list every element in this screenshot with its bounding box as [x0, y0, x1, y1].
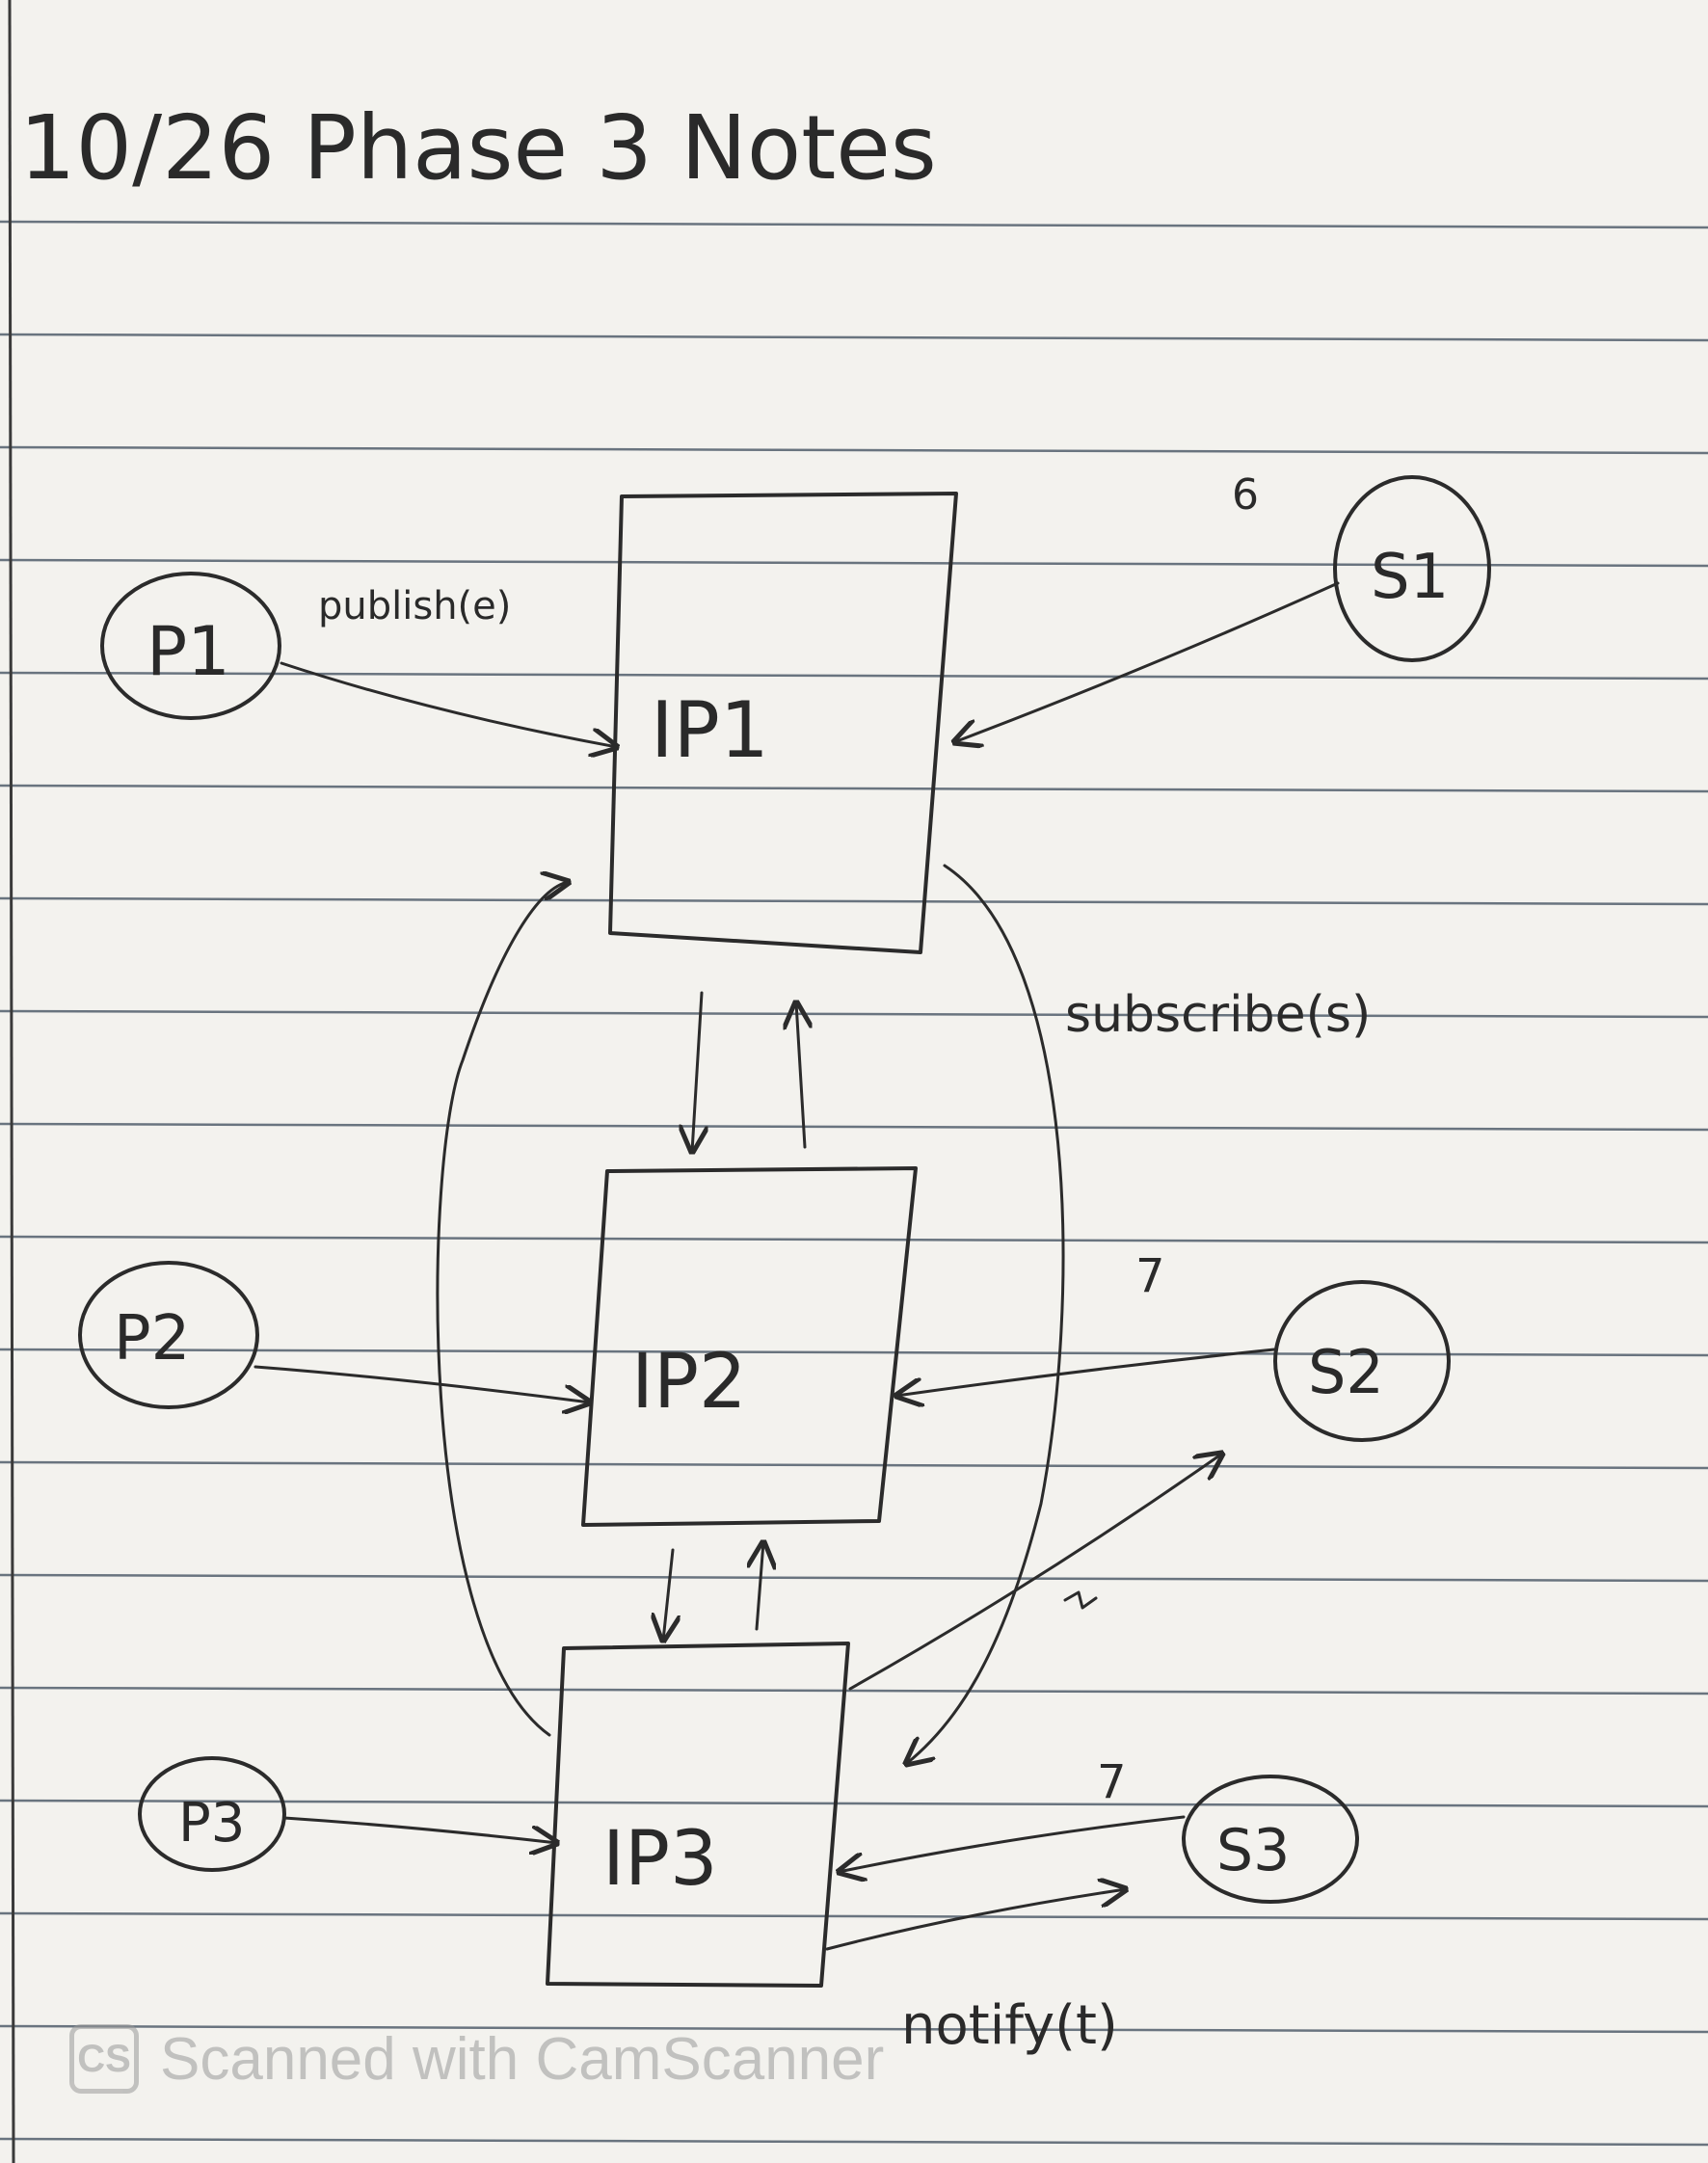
ruled-line [0, 1799, 1708, 1808]
scribble-mark [1063, 1590, 1098, 1610]
p3-label: P3 [178, 1792, 245, 1855]
p1-label: P1 [147, 612, 230, 691]
s3-to-ip3-arrow [839, 1815, 1186, 1872]
ruled-line [0, 1235, 1708, 1244]
ruled-line [0, 1460, 1708, 1470]
p1-node [100, 572, 281, 720]
s3-node [1182, 1775, 1359, 1904]
s2-label: S2 [1308, 1337, 1384, 1407]
ip3-to-ip2-arrow [757, 1542, 763, 1631]
ip2-label: IP2 [631, 1339, 747, 1426]
s2-node [1273, 1280, 1451, 1442]
ip1-box [608, 492, 958, 954]
notify-label: notify(t) [901, 1994, 1118, 2057]
ip3-to-s2-notify-arrow [848, 1454, 1222, 1691]
s1-label: S1 [1371, 542, 1449, 613]
ruled-line [0, 671, 1708, 681]
ruled-line [0, 1686, 1708, 1696]
page-title: 10/26 Phase 3 Notes [19, 96, 937, 200]
s2-to-ip2-arrow [896, 1348, 1276, 1396]
ip1-to-ip3-curve-arrow [906, 864, 1065, 1764]
ruled-line [0, 2024, 1708, 2034]
ip2-to-ip3-arrow [663, 1548, 673, 1641]
mark-six: 6 [1232, 470, 1259, 520]
ruled-line [0, 445, 1708, 455]
camscanner-text: Scanned with CamScanner [160, 2025, 885, 2093]
ruled-line [0, 1009, 1708, 1019]
ruled-line [0, 333, 1708, 342]
ruled-line [0, 784, 1708, 793]
p2-to-ip2-arrow [254, 1365, 590, 1402]
ruled-line [0, 2137, 1708, 2147]
ruled-line [0, 896, 1708, 906]
s1-node [1333, 475, 1491, 662]
ip3-box [546, 1642, 850, 1988]
ip1-label: IP1 [651, 685, 769, 775]
ip2-to-ip1-arrow [796, 1002, 805, 1149]
page-edge [8, 0, 15, 2163]
ruled-line [0, 1348, 1708, 1357]
p2-label: P2 [114, 1303, 190, 1375]
ip3-label: IP3 [602, 1816, 718, 1903]
ruled-line [0, 220, 1708, 229]
mark-seven-s2: 7 [1135, 1249, 1165, 1303]
p1-to-ip1-arrow [280, 661, 617, 747]
camscanner-watermark: CS Scanned with CamScanner [69, 2024, 884, 2094]
ip1-to-ip2-arrow [692, 991, 702, 1152]
p3-to-ip3-arrow [282, 1816, 557, 1843]
ruled-line [0, 1122, 1708, 1132]
mark-seven-s3: 7 [1097, 1755, 1127, 1809]
ruled-line [0, 1573, 1708, 1583]
ip3-to-s3-notify-arrow [825, 1889, 1126, 1951]
ruled-lines [0, 220, 1708, 2147]
s3-label: S3 [1216, 1817, 1290, 1884]
subscribe-label: subscribe(s) [1065, 986, 1371, 1044]
ruled-line [0, 1911, 1708, 1921]
ruled-line [0, 558, 1708, 568]
s1-to-ip1-arrow [954, 581, 1340, 742]
publish-label: publish(e) [318, 584, 511, 628]
ip3-to-ip1-curve-arrow [436, 882, 569, 1737]
camscanner-logo-icon: CS [69, 2024, 139, 2094]
p2-node [78, 1261, 259, 1409]
p3-node [138, 1756, 286, 1872]
